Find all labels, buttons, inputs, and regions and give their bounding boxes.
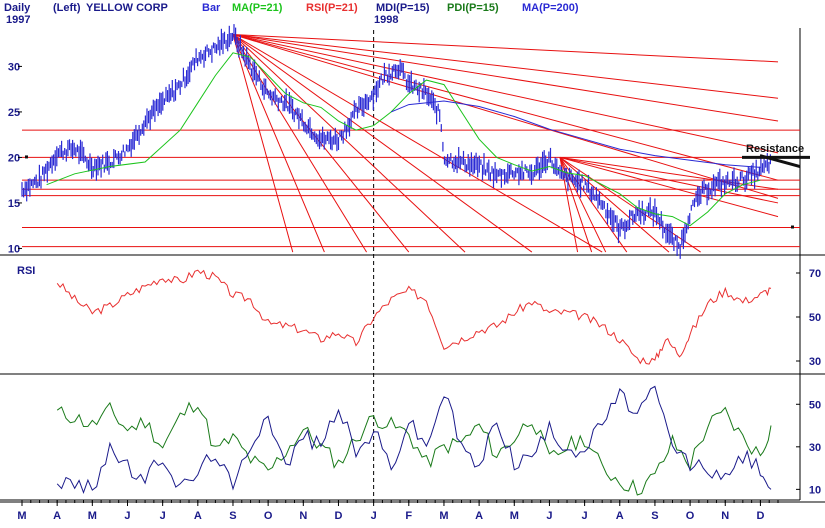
month-label: J: [160, 510, 166, 522]
price-panel: 10 15 20 25 30: [8, 24, 810, 259]
legend: Bar MA(P=21) RSI(P=21) MDI(P=15) PDI(P=15) MA…: [202, 2, 579, 14]
y-tick-label: 25: [8, 107, 20, 119]
fan-line: [232, 34, 294, 253]
month-label: M: [88, 510, 97, 522]
fan-line: [559, 156, 779, 190]
fan-line: [232, 34, 779, 154]
month-label: J: [371, 510, 377, 522]
legend-label: MA(P=21): [232, 2, 283, 14]
right-marker: [791, 225, 794, 229]
fan-line: [232, 34, 466, 253]
scale-mode-label: (Left): [53, 2, 81, 14]
month-label: F: [405, 510, 412, 522]
mid-year-label: 1998: [374, 14, 398, 26]
mdi-line: [56, 385, 772, 494]
period-label: Daily: [4, 2, 31, 14]
panel-frames: [0, 28, 825, 503]
fan-line: [232, 34, 603, 253]
month-label: S: [229, 510, 236, 522]
month-label: J: [546, 510, 552, 522]
month-label: A: [616, 510, 624, 522]
fan-line: [232, 34, 779, 181]
month-label: D: [334, 510, 342, 522]
fan-line: [232, 34, 779, 122]
y-tick-label: 30: [8, 61, 20, 73]
rsi-panel: 30 50 70: [56, 268, 821, 368]
y-tick-label: 20: [8, 152, 20, 164]
month-label: M: [510, 510, 519, 522]
left-marker: [25, 155, 28, 159]
legend-label: MDI(P=15): [376, 2, 430, 14]
legend-label: MA(P=200): [522, 2, 579, 14]
start-year-label: 1997: [6, 14, 30, 26]
fan-line: [559, 157, 670, 253]
y-tick-label: 70: [809, 268, 821, 280]
fan-line: [559, 156, 779, 204]
fan-line: [232, 34, 779, 63]
y-tick-label: 50: [809, 399, 821, 411]
y-tick-label: 10: [809, 484, 821, 496]
y-tick-label: 15: [8, 198, 20, 210]
dmi-panel: 10 30 50: [56, 385, 821, 496]
month-label: S: [651, 510, 658, 522]
ma21-line: [46, 52, 761, 227]
fan-line: [232, 34, 368, 253]
month-label: A: [194, 510, 202, 522]
pdi-line: [56, 401, 772, 496]
resistance-annotation: Resistance: [746, 143, 804, 155]
month-label: D: [756, 510, 764, 522]
month-label: O: [264, 510, 273, 522]
y-tick-label: 50: [809, 312, 821, 324]
rsi-line: [56, 269, 772, 365]
month-label: N: [299, 510, 307, 522]
fan-line: [232, 34, 779, 199]
rsi-panel-title: RSI: [17, 265, 35, 277]
month-label: A: [53, 510, 61, 522]
resistance-marker: [759, 154, 801, 168]
fan-line: [559, 156, 779, 218]
month-label: O: [686, 510, 695, 522]
y-tick-label: 30: [809, 442, 821, 454]
symbol-label: YELLOW CORP: [86, 2, 168, 14]
legend-label: PDI(P=15): [447, 2, 499, 14]
month-label: J: [582, 510, 588, 522]
ma200-line: [391, 100, 761, 168]
y-tick-label: 10: [8, 243, 20, 255]
month-label: J: [124, 510, 130, 522]
fan-line: [232, 34, 533, 253]
month-label: A: [475, 510, 483, 522]
fan-line: [232, 34, 325, 253]
fan-line: [232, 34, 779, 99]
month-label: N: [721, 510, 729, 522]
legend-label: RSI(P=21): [306, 2, 358, 14]
month-label: M: [17, 510, 26, 522]
legend-label: Bar: [202, 2, 221, 14]
y-tick-label: 30: [809, 356, 821, 368]
month-label: M: [439, 510, 448, 522]
